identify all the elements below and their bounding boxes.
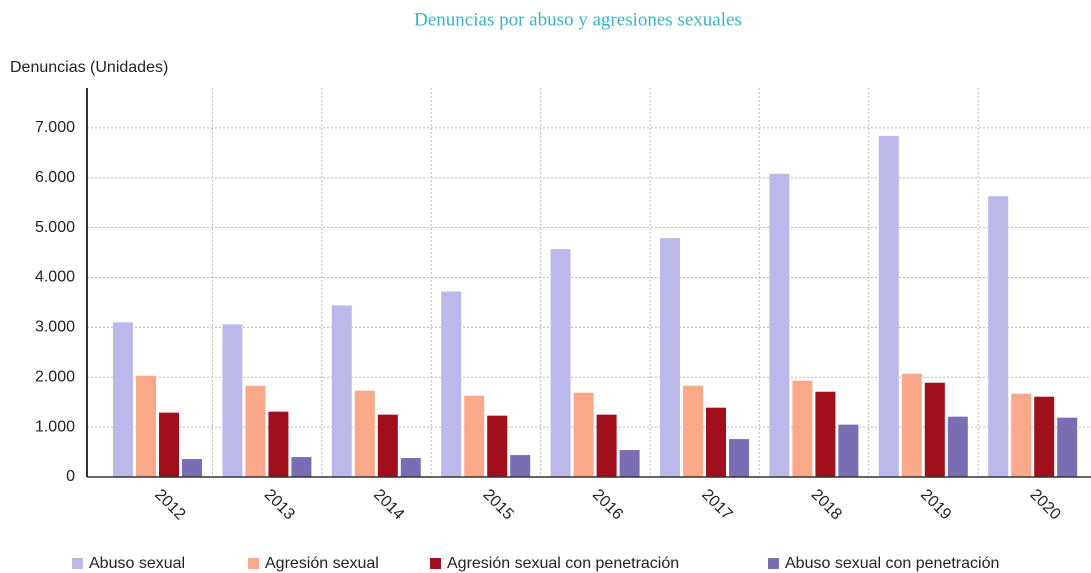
y-tick-label: 3.000 <box>35 319 75 336</box>
bar <box>815 391 836 477</box>
legend-label: Abuso sexual <box>89 555 185 572</box>
bar <box>550 249 571 477</box>
x-tick-label: 2020 <box>1026 486 1063 523</box>
bar <box>400 458 421 477</box>
bar <box>268 411 289 477</box>
y-axis-title: Denuncias (Unidades) <box>10 59 168 76</box>
bar <box>222 324 243 477</box>
x-tick-label: 2012 <box>151 486 188 523</box>
bar <box>619 450 640 477</box>
bar <box>988 196 1009 477</box>
bar <box>729 439 749 477</box>
bar <box>331 305 352 477</box>
bar <box>1057 417 1078 477</box>
bar <box>1011 393 1032 477</box>
bar <box>596 414 617 477</box>
x-tick-label: 2016 <box>589 486 626 523</box>
legend-swatch <box>248 558 259 569</box>
bar <box>947 416 968 477</box>
y-tick-label: 0 <box>66 468 75 485</box>
bar <box>683 385 703 477</box>
bar <box>510 455 531 477</box>
y-tick-label: 2.000 <box>35 368 75 385</box>
legend-label: Abuso sexual con penetración <box>785 555 999 572</box>
y-tick-label: 4.000 <box>35 269 75 286</box>
bar <box>792 380 813 477</box>
y-tick-label: 1.000 <box>35 418 75 435</box>
bar <box>441 291 462 477</box>
legend-label: Agresión sexual con penetración <box>447 555 679 572</box>
legend-swatch <box>72 558 83 569</box>
bar <box>377 414 398 477</box>
legend-swatch <box>768 558 779 569</box>
bar <box>291 457 312 477</box>
x-tick-label: 2019 <box>917 486 954 523</box>
bar <box>706 407 726 477</box>
x-tick-label: 2017 <box>698 486 735 523</box>
bar <box>660 238 680 477</box>
bar <box>245 385 266 477</box>
legend-label: Agresión sexual <box>265 555 379 572</box>
y-tick-label: 7.000 <box>35 119 75 136</box>
bar <box>1034 396 1055 477</box>
bar <box>182 459 202 477</box>
bar <box>769 173 790 477</box>
bar <box>838 424 859 477</box>
bar <box>354 390 375 477</box>
bar <box>573 392 594 477</box>
bar <box>464 395 485 477</box>
bar <box>924 382 945 477</box>
bar <box>113 322 133 477</box>
y-tick-label: 6.000 <box>35 169 75 186</box>
bar <box>487 415 508 477</box>
bar <box>901 373 922 477</box>
y-tick-label: 5.000 <box>35 219 75 236</box>
bar <box>159 412 179 477</box>
x-tick-label: 2013 <box>261 486 298 523</box>
x-tick-label: 2015 <box>479 486 516 523</box>
bar <box>136 375 156 477</box>
bar <box>878 135 899 477</box>
legend-swatch <box>430 558 441 569</box>
x-tick-label: 2018 <box>808 486 845 523</box>
chart-title: Denuncias por abuso y agresiones sexuale… <box>414 9 742 30</box>
x-tick-label: 2014 <box>370 486 407 523</box>
